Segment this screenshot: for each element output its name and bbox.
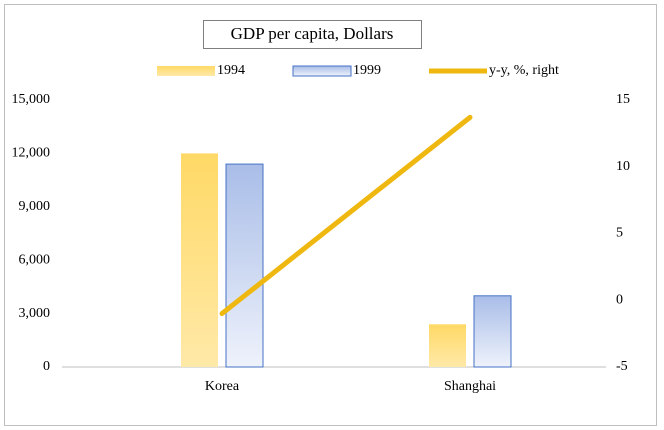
title-box: [203, 20, 422, 49]
line-series: [219, 114, 473, 317]
legend-swatch: [157, 66, 215, 76]
bar: [225, 163, 264, 368]
bar: [473, 295, 512, 368]
y-tick-label: 12,000: [12, 146, 51, 161]
legend-swatch: [292, 65, 352, 77]
y-tick-label: 6,000: [19, 252, 51, 267]
y2-tick-label: 0: [616, 292, 623, 307]
chart-title: GDP per capita, Dollars: [231, 24, 394, 43]
y-tick-label: 3,000: [19, 306, 51, 321]
y2-tick-label: 5: [616, 226, 623, 241]
y2-tick-label: -5: [616, 359, 628, 374]
bar: [181, 153, 218, 367]
y-tick-label: 15,000: [12, 92, 51, 107]
y-tick-label: 0: [43, 359, 50, 374]
y-tick-label: 9,000: [19, 199, 51, 214]
x-tick-label: Korea: [205, 379, 240, 394]
y2-tick-label: 10: [616, 159, 630, 174]
legend-label: 1994: [217, 63, 245, 78]
x-tick-label: Shanghai: [444, 379, 496, 394]
bar: [429, 324, 466, 367]
y2-tick-label: 15: [616, 92, 630, 107]
legend-label: 1999: [353, 63, 381, 78]
legend-label: y-y, %, right: [489, 63, 559, 78]
